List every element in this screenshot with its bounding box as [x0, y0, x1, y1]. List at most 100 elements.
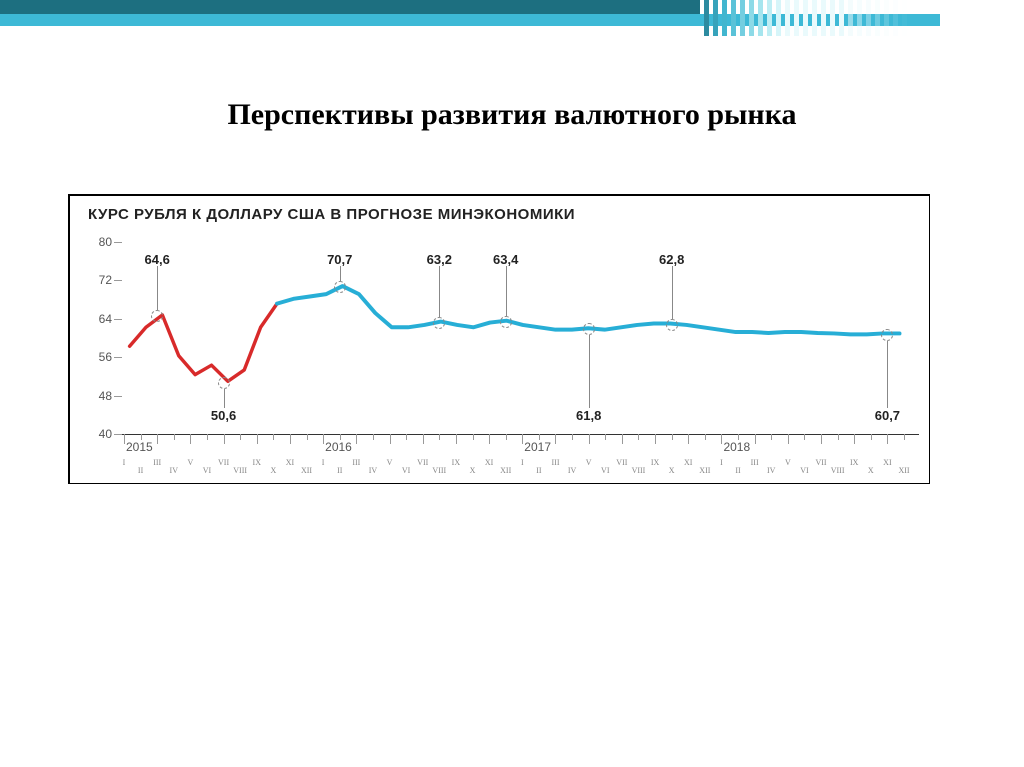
month-label: XII [898, 466, 909, 475]
month-label: VI [800, 466, 808, 475]
month-tick [738, 434, 739, 440]
slide-title: Перспективы развития валютного рынка [0, 98, 1024, 132]
month-label: XII [500, 466, 511, 475]
month-label: X [270, 466, 276, 475]
callout-line [439, 266, 440, 317]
month-label: VI [203, 466, 211, 475]
month-label: XI [883, 458, 891, 467]
plot-area: 4048566472802015IIIIIIIVVVIVIIVIIIIXXXIX… [118, 242, 919, 471]
month-tick [522, 434, 523, 444]
chart-svg [118, 242, 919, 471]
y-tick-mark [114, 280, 122, 281]
y-tick-label: 40 [99, 427, 112, 441]
callout-marker [583, 323, 595, 335]
callout-marker [666, 319, 678, 331]
month-tick [390, 434, 391, 444]
dark-accent-bar [0, 0, 700, 14]
month-tick [323, 434, 324, 444]
callout-label: 63,4 [493, 252, 518, 267]
y-tick-mark [114, 434, 122, 435]
callout-line [224, 389, 225, 408]
month-tick [506, 434, 507, 440]
month-tick [406, 434, 407, 440]
month-tick [473, 434, 474, 440]
callout-label: 60,7 [875, 408, 900, 423]
month-tick [854, 434, 855, 444]
y-tick-mark [114, 396, 122, 397]
month-label: VI [601, 466, 609, 475]
month-label: XII [699, 466, 710, 475]
month-label: XII [301, 466, 312, 475]
callout-label: 64,6 [145, 252, 170, 267]
month-label: III [751, 458, 759, 467]
callout-marker [500, 316, 512, 328]
month-tick [688, 434, 689, 444]
callout-line [589, 335, 590, 408]
month-tick [838, 434, 839, 440]
month-label: IV [369, 466, 377, 475]
month-label: IV [568, 466, 576, 475]
month-label: I [521, 458, 524, 467]
month-tick [589, 434, 590, 444]
y-tick-label: 72 [99, 273, 112, 287]
month-tick [124, 434, 125, 444]
y-tick-label: 56 [99, 350, 112, 364]
month-label: V [586, 458, 592, 467]
month-tick [638, 434, 639, 440]
month-label: VIII [831, 466, 845, 475]
month-tick [290, 434, 291, 444]
month-tick [240, 434, 241, 440]
month-label: III [352, 458, 360, 467]
callout-marker [433, 317, 445, 329]
month-label: V [785, 458, 791, 467]
month-tick [755, 434, 756, 444]
month-label: VI [402, 466, 410, 475]
callout-line [887, 341, 888, 408]
callout-marker [151, 310, 163, 322]
callout-marker [881, 329, 893, 341]
month-label: III [551, 458, 559, 467]
month-tick [622, 434, 623, 444]
month-label: IX [253, 458, 261, 467]
year-label: 2018 [723, 440, 750, 454]
month-tick [655, 434, 656, 444]
month-label: IX [651, 458, 659, 467]
month-tick [439, 434, 440, 440]
month-label: VII [616, 458, 627, 467]
month-label: XI [286, 458, 294, 467]
month-tick [157, 434, 158, 444]
month-tick [771, 434, 772, 440]
month-tick [821, 434, 822, 444]
month-label: V [387, 458, 393, 467]
month-label: XI [485, 458, 493, 467]
y-tick-mark [114, 319, 122, 320]
month-label: IV [170, 466, 178, 475]
callout-label: 50,6 [211, 408, 236, 423]
month-tick [340, 434, 341, 440]
year-label: 2017 [524, 440, 551, 454]
month-tick [356, 434, 357, 444]
month-label: X [669, 466, 675, 475]
month-tick [605, 434, 606, 440]
month-tick [572, 434, 573, 440]
chart-container: КУРС РУБЛЯ К ДОЛЛАРУ США В ПРОГНОЗЕ МИНЭ… [68, 194, 930, 484]
month-label: II [735, 466, 740, 475]
month-tick [804, 434, 805, 440]
month-label: II [138, 466, 143, 475]
year-label: 2015 [126, 440, 153, 454]
callout-label: 61,8 [576, 408, 601, 423]
month-label: I [123, 458, 126, 467]
month-label: VII [417, 458, 428, 467]
y-tick-label: 80 [99, 235, 112, 249]
month-tick [224, 434, 225, 444]
month-tick [555, 434, 556, 444]
month-label: X [868, 466, 874, 475]
month-tick [672, 434, 673, 440]
callout-label: 62,8 [659, 252, 684, 267]
month-label: IX [850, 458, 858, 467]
month-label: XI [684, 458, 692, 467]
month-label: X [470, 466, 476, 475]
slide-top-decoration [0, 0, 1024, 36]
callout-label: 63,2 [427, 252, 452, 267]
month-label: VII [815, 458, 826, 467]
